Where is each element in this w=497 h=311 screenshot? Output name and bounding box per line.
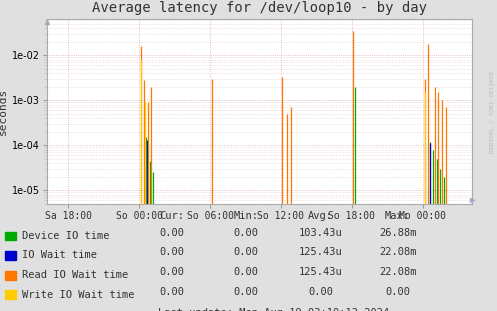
- Text: Last update: Mon Aug 19 03:10:13 2024: Last update: Mon Aug 19 03:10:13 2024: [158, 308, 389, 311]
- Text: 0.00: 0.00: [159, 267, 184, 277]
- Text: 125.43u: 125.43u: [299, 247, 342, 257]
- Text: 0.00: 0.00: [385, 286, 410, 296]
- Text: 26.88m: 26.88m: [379, 228, 416, 238]
- Title: Average latency for /dev/loop10 - by day: Average latency for /dev/loop10 - by day: [92, 1, 427, 15]
- Text: Min:: Min:: [234, 211, 258, 221]
- Text: Avg:: Avg:: [308, 211, 333, 221]
- Text: Device IO time: Device IO time: [22, 231, 109, 241]
- Text: 0.00: 0.00: [234, 247, 258, 257]
- Text: Write IO Wait time: Write IO Wait time: [22, 290, 134, 299]
- Text: Read IO Wait time: Read IO Wait time: [22, 270, 128, 280]
- Text: RRDTOOL / TOBI OETIKER: RRDTOOL / TOBI OETIKER: [490, 71, 495, 153]
- Text: 0.00: 0.00: [234, 267, 258, 277]
- Y-axis label: seconds: seconds: [0, 88, 8, 135]
- Text: 0.00: 0.00: [234, 286, 258, 296]
- Text: 125.43u: 125.43u: [299, 267, 342, 277]
- Text: 0.00: 0.00: [159, 286, 184, 296]
- Text: 0.00: 0.00: [159, 228, 184, 238]
- Text: 0.00: 0.00: [308, 286, 333, 296]
- Text: Max:: Max:: [385, 211, 410, 221]
- Text: 0.00: 0.00: [159, 247, 184, 257]
- Text: 22.08m: 22.08m: [379, 247, 416, 257]
- Text: 0.00: 0.00: [234, 228, 258, 238]
- Text: 22.08m: 22.08m: [379, 267, 416, 277]
- Text: 103.43u: 103.43u: [299, 228, 342, 238]
- Text: Cur:: Cur:: [159, 211, 184, 221]
- Text: IO Wait time: IO Wait time: [22, 250, 97, 260]
